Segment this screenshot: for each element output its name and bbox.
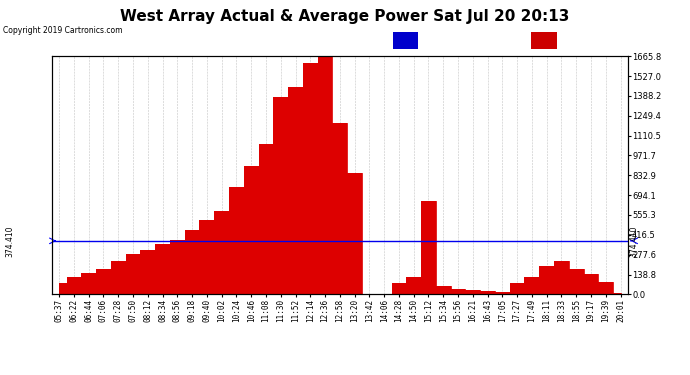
Text: Copyright 2019 Cartronics.com: Copyright 2019 Cartronics.com <box>3 26 123 35</box>
Text: 374.410: 374.410 <box>629 225 638 256</box>
Text: Average  (DC Watts): Average (DC Watts) <box>422 36 519 45</box>
Text: West Array  (DC Watts): West Array (DC Watts) <box>564 36 673 45</box>
Bar <box>393 32 418 50</box>
Text: West Array Actual & Average Power Sat Jul 20 20:13: West Array Actual & Average Power Sat Ju… <box>120 9 570 24</box>
Text: 374.410: 374.410 <box>6 225 14 256</box>
Bar <box>531 32 557 50</box>
